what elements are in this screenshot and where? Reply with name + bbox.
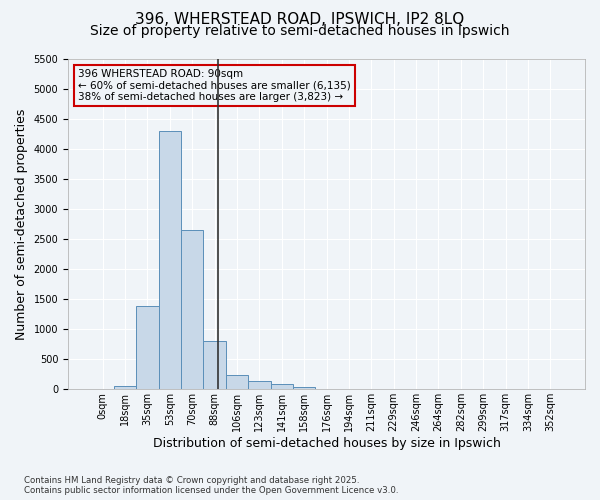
Text: 396, WHERSTEAD ROAD, IPSWICH, IP2 8LQ: 396, WHERSTEAD ROAD, IPSWICH, IP2 8LQ — [136, 12, 464, 28]
Bar — [271, 384, 293, 390]
Bar — [136, 306, 158, 390]
X-axis label: Distribution of semi-detached houses by size in Ipswich: Distribution of semi-detached houses by … — [152, 437, 500, 450]
Text: Contains HM Land Registry data © Crown copyright and database right 2025.
Contai: Contains HM Land Registry data © Crown c… — [24, 476, 398, 495]
Bar — [114, 386, 136, 390]
Bar — [293, 388, 316, 390]
Text: Size of property relative to semi-detached houses in Ipswich: Size of property relative to semi-detach… — [90, 24, 510, 38]
Text: 396 WHERSTEAD ROAD: 90sqm
← 60% of semi-detached houses are smaller (6,135)
38% : 396 WHERSTEAD ROAD: 90sqm ← 60% of semi-… — [79, 69, 351, 102]
Bar — [248, 382, 271, 390]
Bar — [181, 230, 203, 390]
Bar — [203, 341, 226, 390]
Bar — [226, 376, 248, 390]
Y-axis label: Number of semi-detached properties: Number of semi-detached properties — [15, 108, 28, 340]
Bar — [158, 131, 181, 390]
